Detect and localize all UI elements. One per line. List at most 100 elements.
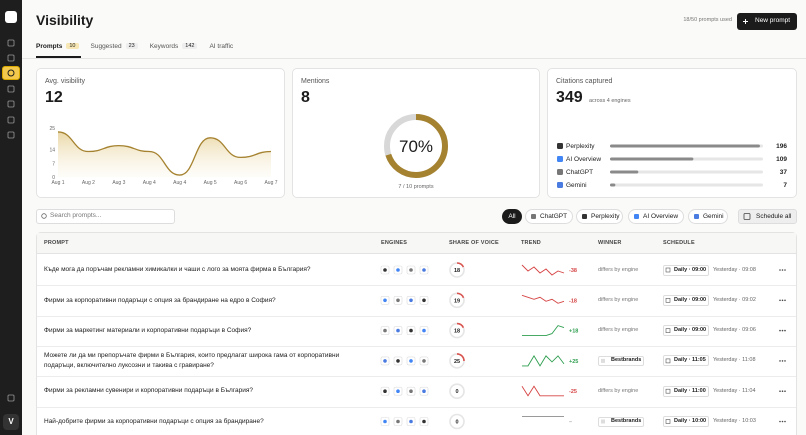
- nav-icon: [7, 394, 15, 402]
- bar: [610, 183, 616, 187]
- filter-label: AI Overview: [643, 212, 679, 220]
- schedule-chip[interactable]: [663, 294, 709, 306]
- filter-chip[interactable]: [502, 209, 522, 224]
- calendar-icon: [665, 419, 671, 424]
- nav-icon: [7, 54, 15, 62]
- winner: differs by engine: [598, 266, 639, 273]
- engine-glyph: [383, 389, 387, 394]
- bar-value: 37: [780, 169, 788, 176]
- engine-icon: [531, 214, 536, 219]
- sov-track: [449, 383, 465, 400]
- filter-label: Gemini: [703, 212, 724, 220]
- schedule-chip[interactable]: [663, 416, 709, 427]
- more-dot: [781, 360, 784, 362]
- schedule-chip[interactable]: [663, 264, 709, 276]
- prompt: Къде мога да поръчам рекламни химикалки …: [44, 266, 311, 274]
- trend-delta: –: [569, 420, 572, 426]
- search-icon: [41, 213, 47, 219]
- divider: [22, 57, 806, 59]
- x-tick-label: Aug 6: [234, 180, 247, 186]
- engine-glyph: [383, 359, 387, 363]
- line: [57, 131, 272, 176]
- row-divider: [37, 315, 796, 317]
- trend-delta: -38: [569, 268, 577, 274]
- filter-chip[interactable]: [525, 209, 573, 224]
- prompt: Най-добрите фирми за корпоративни подаръ…: [44, 417, 264, 425]
- engine-glyph: [409, 328, 413, 333]
- area: [58, 131, 271, 177]
- tab[interactable]: Keywords: [149, 43, 179, 50]
- tab[interactable]: Prompts: [36, 43, 63, 50]
- sov-arc: [449, 353, 465, 369]
- winner-icon: [601, 419, 605, 424]
- sparkline: [522, 325, 565, 337]
- column-header: SCHEDULE: [663, 239, 695, 246]
- sov-value: 25: [454, 359, 460, 365]
- filter-label: Perplexity: [591, 212, 620, 220]
- last-run: Yesterday · 09:08: [713, 266, 756, 273]
- tab[interactable]: AI traffic: [209, 43, 234, 50]
- row-divider: [37, 285, 796, 287]
- schedule: Daily · 09:00: [674, 327, 707, 334]
- tab-underline: [36, 56, 81, 58]
- last-run: Yesterday · 10:03: [713, 418, 756, 424]
- engine-glyph: [422, 389, 426, 394]
- calendar-icon: [665, 388, 671, 394]
- tab[interactable]: Suggested: [90, 43, 122, 50]
- last-run: Yesterday · 11:04: [713, 387, 756, 394]
- winner: differs by engine: [598, 296, 639, 303]
- engine-glyph: [409, 389, 413, 394]
- schedule-chip[interactable]: [663, 325, 709, 337]
- card-headline: 12: [45, 89, 63, 106]
- plus-icon: [743, 19, 748, 24]
- tab-count: 10: [66, 43, 79, 49]
- prompt: Фирми за маркетинг материали и корпорати…: [44, 326, 252, 334]
- schedule-all[interactable]: [738, 209, 797, 224]
- engine-glyph: [409, 268, 413, 272]
- filter-chip[interactable]: [576, 209, 623, 224]
- filter-chip[interactable]: [628, 209, 684, 224]
- engine-glyph: [422, 359, 426, 363]
- schedule-chip[interactable]: [663, 385, 709, 397]
- last-run: Yesterday · 09:06: [713, 327, 756, 334]
- bar-label: Gemini: [566, 182, 587, 189]
- search-box[interactable]: [36, 209, 175, 224]
- calendar-icon: [665, 297, 671, 303]
- bar: [610, 144, 760, 148]
- column-header: ENGINES: [381, 239, 408, 246]
- x-tick-label: Aug 7: [264, 180, 277, 186]
- x-tick-label: Aug 5: [204, 180, 217, 186]
- new-prompt-label: New prompt: [755, 17, 791, 24]
- tab-count: 142: [182, 43, 198, 49]
- engine-glyph: [383, 268, 387, 272]
- engine-glyph: [396, 328, 400, 333]
- x-tick-label: Aug 3: [112, 180, 125, 186]
- nav-active[interactable]: [2, 66, 20, 80]
- filter-chip[interactable]: [688, 209, 728, 224]
- sov-value: 0: [455, 420, 458, 426]
- more-dot: [781, 269, 784, 271]
- x-tick-label: Aug 2: [82, 180, 95, 186]
- x-tick-label: Aug 1: [51, 180, 64, 186]
- engine-icon: [582, 214, 587, 219]
- engine-glyph: [383, 419, 387, 424]
- sov-arc: [449, 292, 465, 309]
- winner-chip: [598, 355, 644, 366]
- prompt: Фирми за рекламни сувенири и корпоративн…: [44, 387, 254, 395]
- more-dot: [784, 390, 786, 393]
- new-prompt-button[interactable]: [737, 13, 797, 30]
- more-dot: [781, 420, 784, 423]
- winner: differs by engine: [598, 327, 639, 334]
- donut-label: 70%: [399, 137, 433, 156]
- trend-delta: -25: [569, 389, 577, 395]
- schedule-chip[interactable]: [663, 355, 709, 367]
- schedule: Daily · 09:00: [674, 296, 707, 303]
- engine-glyph: [422, 328, 426, 333]
- more-dot: [779, 360, 781, 362]
- bar-label: AI Overview: [566, 156, 601, 163]
- row-divider: [37, 376, 796, 378]
- donut-caption: 7 / 10 prompts: [398, 184, 433, 190]
- bar-label: ChatGPT: [566, 169, 593, 176]
- last-run: Yesterday · 09:02: [713, 296, 756, 303]
- prompt: Можете ли да ми препоръчате фирми в Бълг…: [44, 352, 340, 369]
